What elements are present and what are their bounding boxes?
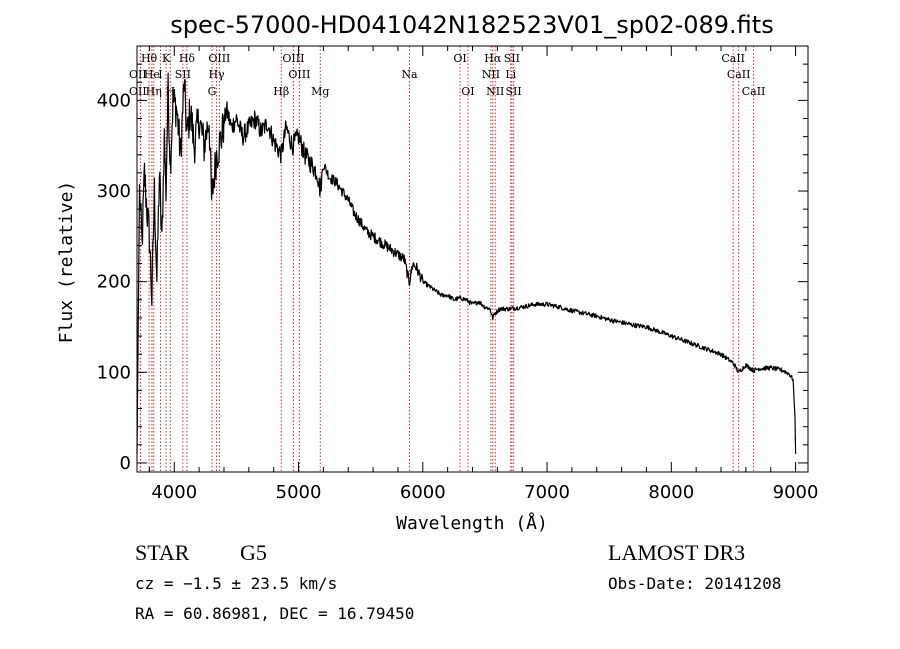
y-tick-label-200: 200 xyxy=(97,272,131,293)
ion-label-li-6708: Li xyxy=(505,68,516,81)
ion-label-mg-5175: Mg xyxy=(311,85,329,98)
object-class: STAR xyxy=(135,540,190,565)
x-tick-label-8000: 8000 xyxy=(648,482,694,503)
ion-label-caii-8662: CaII xyxy=(742,85,766,98)
chart-title: spec-57000-HD041042N182523V01_sp02-089.f… xyxy=(170,11,773,39)
ion-label-i-3889: I xyxy=(158,68,162,81)
x-tick-label-9000: 9000 xyxy=(773,482,819,503)
ion-label-oiii-5007: OIII xyxy=(288,68,310,81)
x-tick-label-6000: 6000 xyxy=(400,482,446,503)
y-axis-label: Flux (relative) xyxy=(56,181,77,344)
ion-label-g-4304: G xyxy=(208,85,217,98)
ion-label-sii-4069: SII xyxy=(175,68,191,81)
axis-ticks: 4000 5000 6000 7000 8000 9000 0 100 200 300 400 xyxy=(97,46,819,503)
ion-label-oi-6363: OI xyxy=(461,85,474,98)
ion-label-hα-6563: Hα xyxy=(484,52,502,65)
ion-label-oii-3727: OII xyxy=(129,68,147,81)
y-tick-label-0: 0 xyxy=(120,453,131,474)
redshift-velocity: cz = −1.5 ± 23.5 km/s xyxy=(135,574,338,593)
y-tick-label-400: 400 xyxy=(97,90,131,111)
ion-label-na-5893: Na xyxy=(401,68,418,81)
ion-label-hθ-3797: Hθ xyxy=(141,52,158,65)
y-tick-label-300: 300 xyxy=(97,181,131,202)
x-tick-label-4000: 4000 xyxy=(151,482,197,503)
ion-label-caii-8542: CaII xyxy=(727,68,751,81)
ion-label-oii-3729: OII xyxy=(129,85,147,98)
coordinates: RA = 60.86981, DEC = 16.79450 xyxy=(135,604,415,623)
ion-label-caii-8498: CaII xyxy=(721,52,745,65)
emission-line-markers xyxy=(139,46,755,472)
ion-label-k-3934: K xyxy=(162,52,171,65)
object-subclass: G5 xyxy=(240,540,267,565)
ion-label-he-3820: He xyxy=(144,68,160,81)
x-tick-label-5000: 5000 xyxy=(276,482,322,503)
spectrum-series xyxy=(136,72,797,454)
ion-label-oiii-4959: OIII xyxy=(282,52,304,65)
observation-date: Obs-Date: 20141208 xyxy=(608,574,782,593)
ion-label-oiii-4363: OIII xyxy=(208,52,230,65)
spectrum-line xyxy=(136,72,797,454)
ion-label-hδ-4102: Hδ xyxy=(179,52,196,65)
ion-label-hβ-4861: Hβ xyxy=(273,85,289,98)
x-axis-label: Wavelength (Å) xyxy=(396,512,548,534)
ion-label-hη-3835: Hη xyxy=(146,85,162,98)
ion-label-h-3968: H xyxy=(166,85,176,98)
ion-label-sii-6731: SII xyxy=(506,85,522,98)
y-tick-label-100: 100 xyxy=(97,362,131,383)
ion-label-sii-6717: SII xyxy=(504,52,520,65)
ion-label-hγ-4340: Hγ xyxy=(208,68,225,81)
ion-label-nii-6583: NII xyxy=(486,85,504,98)
ion-label-nii-6548: NII xyxy=(482,68,500,81)
ion-label-oi-6300: OI xyxy=(453,52,466,65)
x-tick-label-7000: 7000 xyxy=(524,482,570,503)
plot-frame xyxy=(136,45,809,473)
survey-name: LAMOST DR3 xyxy=(608,540,746,565)
